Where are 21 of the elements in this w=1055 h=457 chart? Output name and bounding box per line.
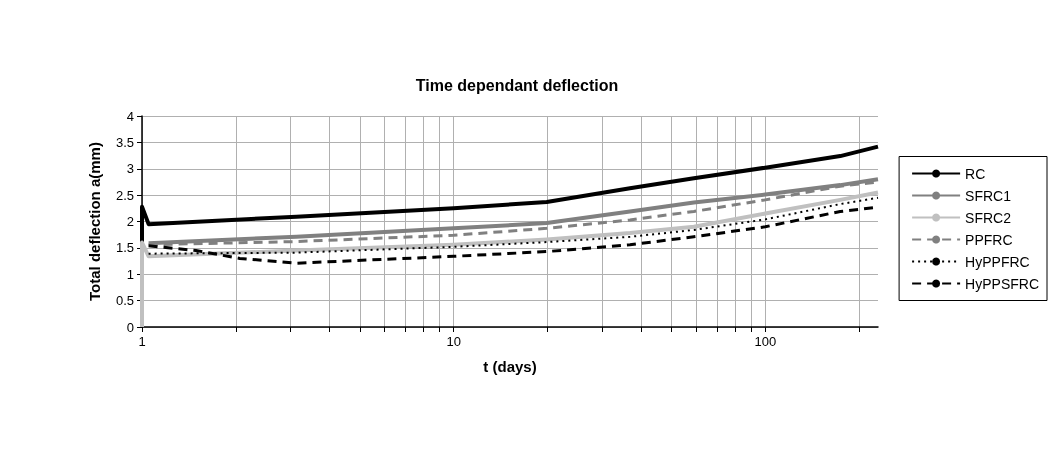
y-axis-title: Total deflection a(mm): [86, 142, 103, 301]
legend-label: SFRC2: [965, 209, 1012, 226]
chart-title: Time dependant deflection: [415, 76, 619, 94]
y-tick-label: 0: [126, 319, 134, 335]
legend-label: RC: [965, 165, 986, 182]
y-tick-label: 1.5: [115, 240, 134, 256]
y-tick-label: 3.5: [115, 134, 134, 150]
legend-label: PPFRC: [965, 231, 1013, 248]
x-tick-label: 100: [754, 334, 777, 349]
x-tick-label: 1: [138, 334, 146, 349]
legend-label: HyPPFRC: [965, 253, 1030, 270]
y-tick-label: 1: [126, 266, 134, 282]
y-tick-label: 4: [126, 108, 134, 124]
y-tick-label: 0.5: [115, 293, 134, 309]
y-tick-label: 3: [126, 161, 134, 177]
x-axis-title: t (days): [483, 358, 537, 375]
legend-label: SFRC1: [965, 187, 1012, 204]
x-tick-label: 10: [446, 334, 461, 349]
y-tick-label: 2.5: [115, 187, 134, 203]
y-tick-label: 2: [126, 214, 134, 229]
legend-label: HyPPSFRC: [965, 275, 1040, 292]
